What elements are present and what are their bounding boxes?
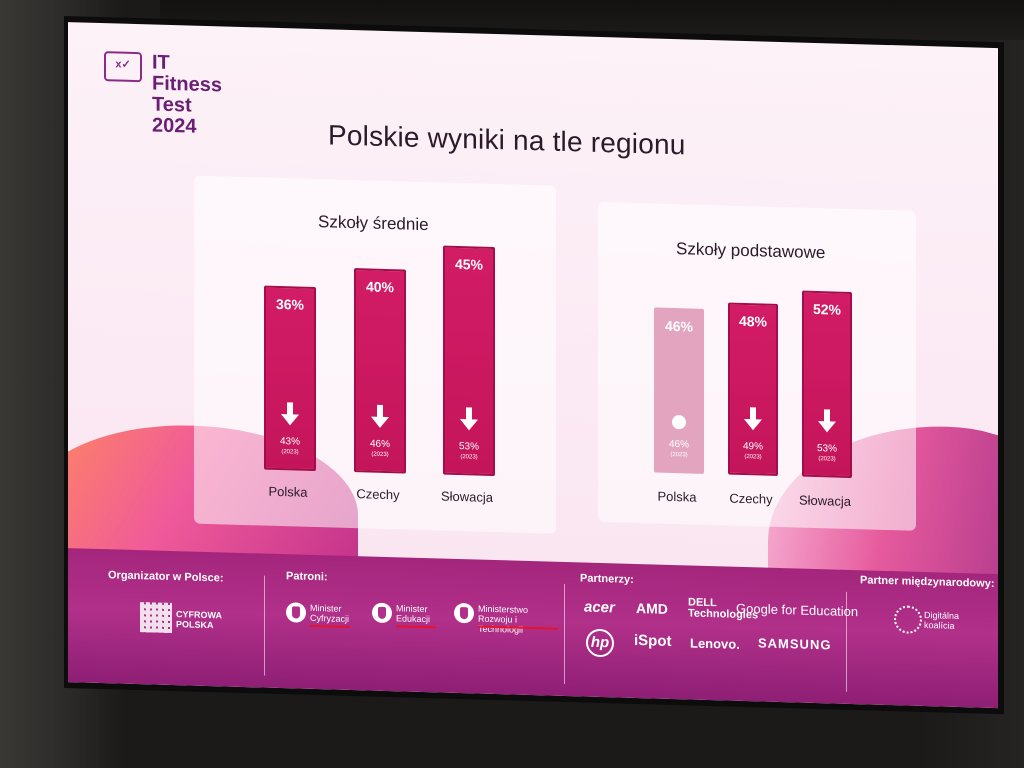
- logo: x✓ IT Fitness Test 2024: [104, 51, 222, 138]
- slide: x✓ IT Fitness Test 2024 Polskie wyniki n…: [68, 22, 998, 709]
- previous-year: (2023): [281, 449, 299, 456]
- category-label: Polska: [268, 483, 308, 500]
- bar: 45% 53% (2023): [443, 245, 495, 477]
- intl-partner-name: Digitálna koalícia: [924, 610, 960, 631]
- category-label: Słowacja: [440, 488, 494, 505]
- organizer-name: CYFROWA POLSKA: [176, 609, 222, 631]
- bar-value-label: 36%: [275, 295, 305, 313]
- logo-text: IT Fitness Test 2024: [152, 51, 223, 138]
- bar-value-label: 45%: [454, 255, 484, 273]
- footer-divider: [564, 583, 565, 684]
- previous-value: 46%: [369, 438, 390, 451]
- partner-hp: hp: [586, 628, 614, 658]
- previous-value: 46%: [668, 438, 689, 451]
- category-label: Słowacja: [798, 492, 852, 509]
- footer-divider: [264, 575, 265, 676]
- bar: 36% 43% (2023): [264, 285, 316, 472]
- down-arrow-icon: [818, 409, 836, 433]
- projection-screen: x✓ IT Fitness Test 2024 Polskie wyniki n…: [64, 16, 1004, 715]
- no-change-dot-icon: [672, 414, 686, 430]
- chart-title: Szkoły średnie: [318, 212, 429, 235]
- bar: 48% 49% (2023): [728, 302, 778, 476]
- previous-value-label: 53% (2023): [445, 441, 493, 464]
- bar: 52% 53% (2023): [802, 290, 852, 479]
- previous-value-label: 46% (2023): [656, 439, 702, 462]
- cyfrowa-polska-logo: [140, 602, 172, 634]
- previous-value-label: 53% (2023): [804, 443, 850, 466]
- previous-year: (2023): [744, 454, 762, 461]
- partner-dell: DELL Technologies: [688, 596, 759, 622]
- chart-title: Szkoły podstawowe: [676, 239, 826, 263]
- bar-value-label: 40%: [365, 278, 395, 296]
- previous-value: 53%: [458, 441, 479, 453]
- bar-value-label: 52%: [812, 300, 842, 318]
- eagle-emblem-icon: [454, 602, 474, 624]
- previous-year: (2023): [371, 451, 389, 459]
- down-arrow-icon: [744, 407, 762, 431]
- previous-value-label: 46% (2023): [356, 438, 404, 461]
- patron-name: Minister Cyfryzacji: [310, 602, 350, 624]
- partner-ispot: iSpot: [634, 631, 672, 650]
- digital-coalition-logo-icon: [894, 605, 922, 634]
- patron-name: Ministerstwo Rozwoju i Technologii: [478, 603, 529, 635]
- previous-value: 43%: [279, 436, 300, 448]
- previous-value: 49%: [742, 440, 763, 453]
- patrons-label: Patroni:: [286, 570, 328, 584]
- down-arrow-icon: [281, 402, 299, 426]
- partner-samsung: SAMSUNG: [758, 635, 832, 653]
- eagle-emblem-icon: [286, 602, 306, 623]
- previous-value-label: 43% (2023): [266, 436, 314, 459]
- previous-year: (2023): [460, 454, 478, 461]
- chat-check-icon: x✓: [104, 51, 142, 83]
- eagle-emblem-icon: [372, 602, 392, 624]
- down-arrow-icon: [460, 407, 478, 431]
- partner-acer: acer: [584, 598, 615, 617]
- partners-label: Partnerzy:: [580, 572, 634, 586]
- slide-title: Polskie wyniki na tle regionu: [328, 119, 686, 161]
- previous-year: (2023): [670, 451, 688, 459]
- bar-value-label: 48%: [738, 312, 768, 330]
- down-arrow-icon: [371, 404, 389, 428]
- patron-name: Minister Edukacji: [396, 603, 431, 625]
- previous-value-label: 49% (2023): [730, 441, 776, 464]
- category-label: Czechy: [356, 486, 400, 503]
- previous-value: 53%: [816, 443, 837, 455]
- bar: 46% 46% (2023): [654, 307, 704, 474]
- bar-charts: 36% 43% (2023) Polska 40% 46% (2023) Czechy 45% 5…: [68, 22, 998, 509]
- partner-amd: AMD: [636, 599, 668, 617]
- bar-value-label: 46%: [664, 317, 694, 335]
- previous-year: (2023): [818, 456, 836, 463]
- bar: 40% 46% (2023): [354, 268, 406, 474]
- partner-lenovo: Lenovo.: [690, 635, 740, 652]
